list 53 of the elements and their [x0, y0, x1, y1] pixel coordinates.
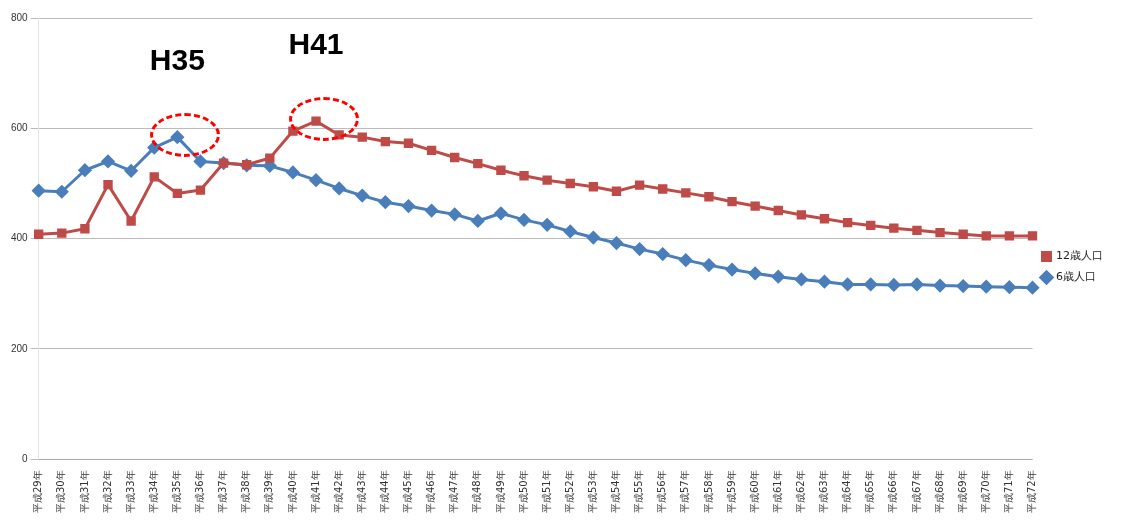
y-tick-label: 800	[11, 11, 29, 23]
annotation: H41	[288, 27, 344, 61]
x-tick-label: 平成53年	[586, 470, 598, 514]
x-tick-label: 平成54年	[610, 470, 622, 514]
x-tick-label: 平成38年	[240, 470, 252, 514]
x-tick-label: 平成50年	[517, 470, 529, 514]
x-tick-label: 平成42年	[332, 470, 344, 514]
x-tick-label: 平成68年	[933, 470, 945, 514]
x-tick-label: 平成31年	[78, 470, 90, 514]
y-tick-label: 200	[11, 342, 29, 354]
x-tick-label: 平成30年	[55, 470, 67, 514]
x-tick-label: 平成49年	[494, 470, 506, 514]
y-tick-label: 600	[11, 122, 29, 134]
x-tick-label: 平成64年	[841, 470, 853, 514]
x-tick-label: 平成29年	[32, 470, 44, 514]
x-tick-label: 平成37年	[217, 470, 229, 514]
x-tick-label: 平成43年	[355, 470, 367, 514]
x-tick-label: 平成62年	[794, 470, 806, 514]
x-tick-label: 平成61年	[771, 470, 783, 514]
x-tick-label: 平成36年	[194, 470, 206, 514]
x-tick-label: 平成45年	[402, 470, 414, 514]
x-tick-label: 平成69年	[956, 470, 968, 514]
x-tick-label: 平成44年	[378, 470, 390, 514]
x-tick-label: 平成41年	[309, 470, 321, 514]
x-tick-label: 平成56年	[656, 470, 668, 514]
x-tick-label: 平成47年	[448, 470, 460, 514]
x-tick-label: 平成34年	[147, 470, 159, 514]
annotation: H35	[149, 43, 205, 77]
x-tick-label: 平成63年	[818, 470, 830, 514]
x-tick-label: 平成39年	[263, 470, 275, 514]
x-tick-label: 平成33年	[124, 470, 136, 514]
x-tick-label: 平成55年	[633, 470, 645, 514]
y-tick-label: 400	[11, 232, 29, 244]
y-tick-label: 0	[22, 453, 29, 465]
x-tick-label: 平成48年	[471, 470, 483, 514]
x-tick-label: 平成59年	[725, 470, 737, 514]
x-tick-label: 平成60年	[748, 470, 760, 514]
legend-label: 12歳人口	[1056, 249, 1103, 263]
x-tick-label: 平成65年	[864, 470, 876, 514]
x-tick-label: 平成71年	[1002, 470, 1014, 514]
legend-label: 6歳人口	[1056, 270, 1096, 284]
x-tick-label: 平成32年	[101, 470, 113, 514]
x-tick-label: 平成67年	[910, 470, 922, 514]
x-tick-label: 平成66年	[887, 470, 899, 514]
x-tick-label: 平成51年	[540, 470, 552, 514]
x-tick-label: 平成58年	[702, 470, 714, 514]
x-tick-label: 平成35年	[170, 470, 182, 514]
x-tick-label: 平成52年	[563, 470, 575, 514]
x-tick-label: 平成40年	[286, 470, 298, 514]
x-tick-label: 平成70年	[979, 470, 991, 514]
x-tick-label: 平成72年	[1026, 470, 1038, 514]
x-tick-label: 平成46年	[425, 470, 437, 514]
x-tick-label: 平成57年	[679, 470, 691, 514]
